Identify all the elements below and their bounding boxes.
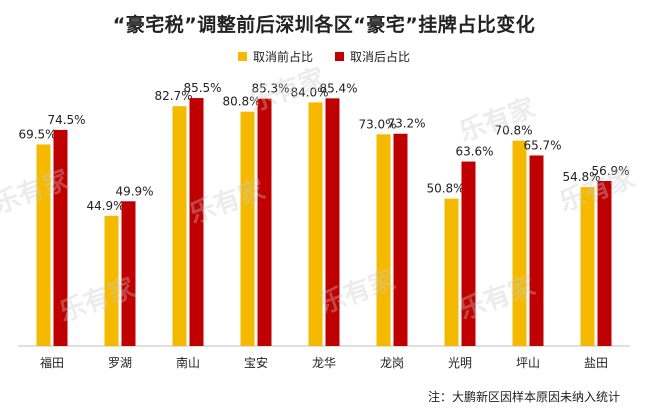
- bar-before-2: [172, 106, 187, 346]
- bar-after-8: [597, 180, 612, 346]
- legend-swatch-after: [335, 52, 344, 61]
- data-label-before-7: 70.8%: [494, 124, 532, 138]
- bar-before-0: [36, 144, 51, 346]
- data-label-before-3: 80.8%: [222, 95, 260, 109]
- bar-before-1: [104, 215, 119, 346]
- data-label-after-7: 65.7%: [523, 138, 561, 152]
- category-label-3: 宝安: [244, 355, 268, 370]
- footnote: 注：大鹏新区因样本原因未纳入统计: [427, 390, 620, 404]
- chart-title: “豪宅税”调整前后深圳各区“豪宅”挂牌占比变化: [112, 14, 536, 36]
- data-label-before-0: 69.5%: [18, 127, 56, 141]
- data-label-before-6: 50.8%: [426, 182, 464, 196]
- category-label-2: 南山: [176, 355, 200, 370]
- legend-label-after: 取消后占比: [350, 50, 411, 64]
- legend-item-after: 取消后占比: [335, 48, 410, 65]
- data-label-before-1: 44.9%: [86, 199, 124, 213]
- bar-before-8: [580, 187, 595, 346]
- data-label-before-2: 82.7%: [154, 89, 192, 103]
- data-label-before-5: 73.0%: [358, 117, 396, 131]
- data-label-after-3: 85.3%: [251, 82, 289, 96]
- bar-before-7: [512, 140, 527, 346]
- data-label-after-8: 56.9%: [591, 164, 629, 178]
- bar-before-5: [376, 134, 391, 346]
- data-label-after-0: 74.5%: [47, 113, 85, 127]
- bar-after-5: [393, 133, 408, 346]
- bar-after-3: [257, 98, 272, 346]
- data-label-after-5: 73.2%: [387, 117, 425, 131]
- bar-after-7: [529, 155, 544, 346]
- data-label-before-4: 84.0%: [290, 85, 328, 99]
- bar-after-1: [121, 201, 136, 346]
- legend-item-before: 取消前占比: [237, 48, 313, 65]
- data-label-after-4: 85.4%: [319, 81, 357, 95]
- legend: 取消前占比 取消后占比: [0, 48, 648, 65]
- category-label-7: 坪山: [516, 356, 540, 370]
- data-label-after-2: 85.5%: [183, 81, 221, 95]
- category-label-1: 罗湖: [108, 355, 132, 370]
- bar-after-4: [325, 98, 340, 346]
- category-label-8: 盐田: [584, 356, 608, 370]
- bar-before-3: [240, 111, 255, 347]
- data-label-before-8: 54.8%: [562, 170, 600, 184]
- data-label-after-1: 49.9%: [115, 184, 153, 198]
- legend-swatch-before: [237, 52, 247, 61]
- bar-after-2: [189, 98, 204, 346]
- category-label-6: 光明: [448, 356, 472, 370]
- bar-after-6: [461, 161, 476, 346]
- data-label-after-6: 63.6%: [455, 145, 493, 159]
- bar-before-6: [444, 198, 459, 346]
- category-label-5: 龙岗: [380, 356, 404, 370]
- category-label-0: 福田: [40, 355, 64, 370]
- legend-label-before: 取消前占比: [252, 50, 313, 64]
- bar-after-0: [53, 129, 68, 346]
- category-label-4: 龙华: [312, 356, 336, 370]
- bar-before-4: [308, 102, 323, 347]
